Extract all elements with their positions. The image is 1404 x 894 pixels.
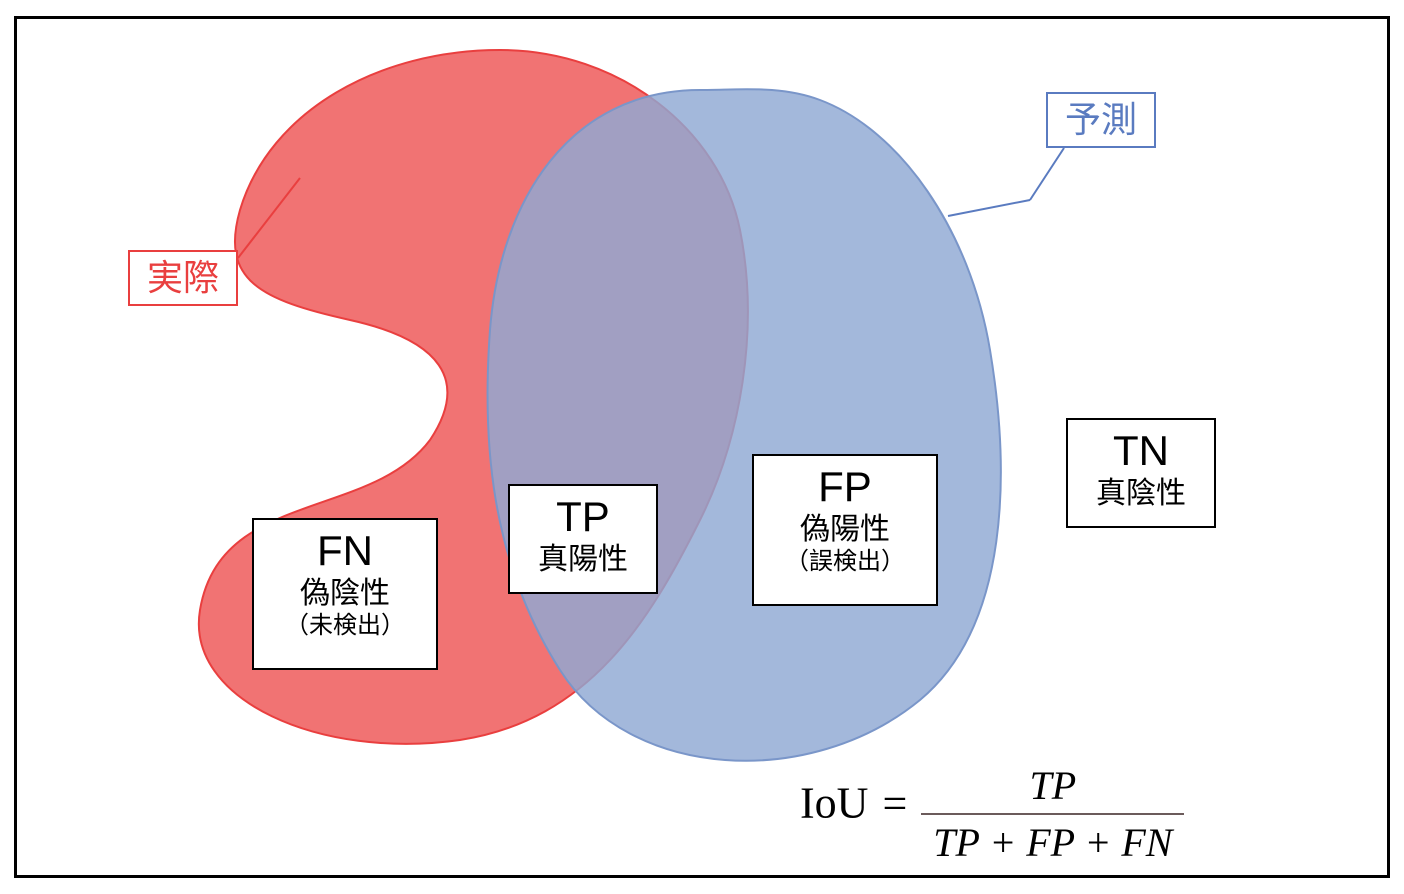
actual-callout-text: 実際 — [147, 256, 219, 299]
fn-sub1: 偽陰性 — [264, 576, 426, 612]
predicted-region-shape — [487, 89, 1000, 761]
formula-denominator: TP + FP + FN — [921, 815, 1184, 866]
fp-sub1: 偽陽性 — [764, 512, 926, 548]
tp-sub1: 真陽性 — [520, 542, 646, 578]
predicted-callout-label: 予測 — [1046, 92, 1156, 148]
tn-label-box: TN 真陰性 — [1066, 418, 1216, 528]
tp-title: TP — [520, 492, 646, 542]
fn-title: FN — [264, 526, 426, 576]
fp-label-box: FP 偽陽性 （誤検出） — [752, 454, 938, 606]
actual-callout-label: 実際 — [128, 250, 238, 306]
formula-lhs: IoU — [800, 779, 868, 828]
tp-label-box: TP 真陽性 — [508, 484, 658, 594]
tn-sub1: 真陰性 — [1078, 476, 1204, 512]
tn-title: TN — [1078, 426, 1204, 476]
fp-sub2: （誤検出） — [764, 548, 926, 577]
fn-label-box: FN 偽陰性 （未検出） — [252, 518, 438, 670]
fn-sub2: （未検出） — [264, 612, 426, 641]
formula-fraction: TP TP + FP + FN — [921, 762, 1184, 866]
predicted-callout-leader-a — [1030, 148, 1064, 200]
predicted-callout-leader-b — [948, 200, 1030, 216]
predicted-callout-text: 予測 — [1065, 98, 1137, 141]
formula-numerator: TP — [921, 762, 1184, 813]
formula-eq: = — [882, 779, 907, 828]
iou-formula: IoU = TP TP + FP + FN — [800, 762, 1184, 866]
fp-title: FP — [764, 462, 926, 512]
